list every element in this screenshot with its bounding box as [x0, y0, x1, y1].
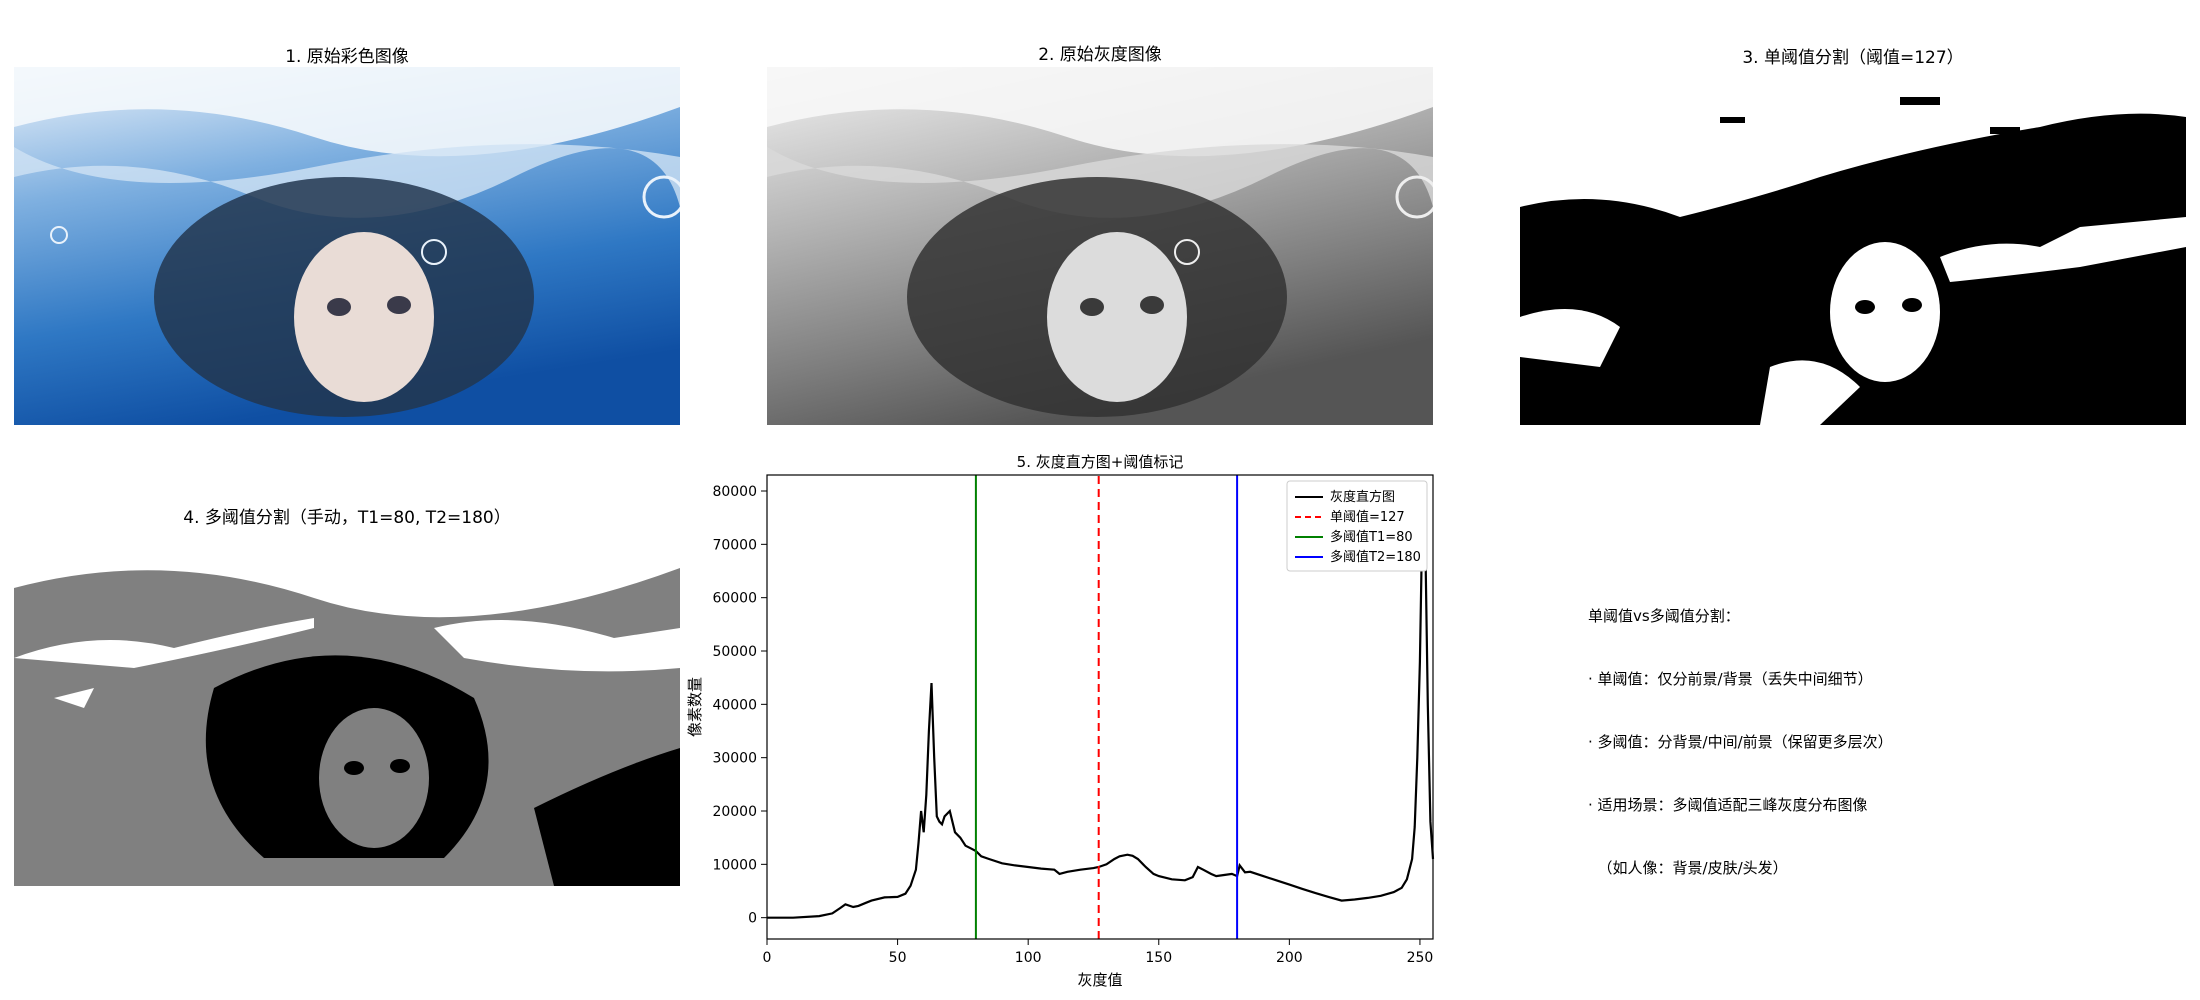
x-tick-label: 0 [763, 950, 772, 966]
note-line: （如人像：背景/皮肤/头发） [1588, 859, 1788, 877]
plot-frame [766, 474, 1434, 940]
panel-3-title: 3. 单阈值分割（阈值=127） [1742, 48, 1964, 68]
y-tick-label: 80000 [712, 484, 757, 500]
y-tick-label: 0 [748, 911, 757, 927]
note-line: · 单阈值：仅分前景/背景（丢失中间细节） [1588, 670, 1873, 688]
single-threshold-image [1520, 67, 2186, 425]
y-tick-label: 50000 [712, 644, 757, 660]
y-tick-label: 20000 [712, 804, 757, 820]
legend-label: 灰度直方图 [1330, 489, 1395, 505]
x-tick-label: 200 [1276, 950, 1303, 966]
y-tick-label: 10000 [712, 857, 757, 873]
note-line: · 多阈值：分背景/中间/前景（保留更多层次） [1588, 733, 1893, 751]
y-tick-label: 60000 [712, 591, 757, 607]
y-axis-label: 像素数量 [686, 677, 704, 737]
comparison-note: 单阈值vs多阈值分割： · 单阈值：仅分前景/背景（丢失中间细节） · 多阈值：… [1588, 564, 1893, 900]
x-tick-label: 50 [889, 950, 907, 966]
legend-box [1286, 480, 1428, 572]
panel-2-title: 2. 原始灰度图像 [1038, 45, 1162, 65]
x-tick-label: 100 [1015, 950, 1042, 966]
legend-label: 多阈值T1=80 [1330, 529, 1413, 545]
note-line: 单阈值vs多阈值分割： [1588, 607, 1740, 625]
y-tick-label: 30000 [712, 751, 757, 767]
color-image [14, 67, 680, 425]
panel-4-title: 4. 多阈值分割（手动，T1=80, T2=180） [183, 508, 511, 528]
chart-title: 5. 灰度直方图+阈值标记 [1017, 453, 1184, 471]
legend-label: 多阈值T2=180 [1330, 549, 1421, 565]
multi-threshold-image [14, 528, 680, 886]
y-tick-label: 40000 [712, 697, 757, 713]
x-tick-label: 250 [1407, 950, 1434, 966]
x-axis-label: 灰度值 [1077, 971, 1122, 989]
grayscale-image [767, 67, 1433, 425]
histogram-line [767, 501, 1435, 919]
legend-label: 单阈值=127 [1330, 509, 1405, 525]
x-tick-label: 150 [1145, 950, 1172, 966]
panel-1-title: 1. 原始彩色图像 [285, 47, 409, 67]
y-tick-label: 70000 [712, 537, 757, 553]
note-line: · 适用场景：多阈值适配三峰灰度分布图像 [1588, 796, 1868, 814]
